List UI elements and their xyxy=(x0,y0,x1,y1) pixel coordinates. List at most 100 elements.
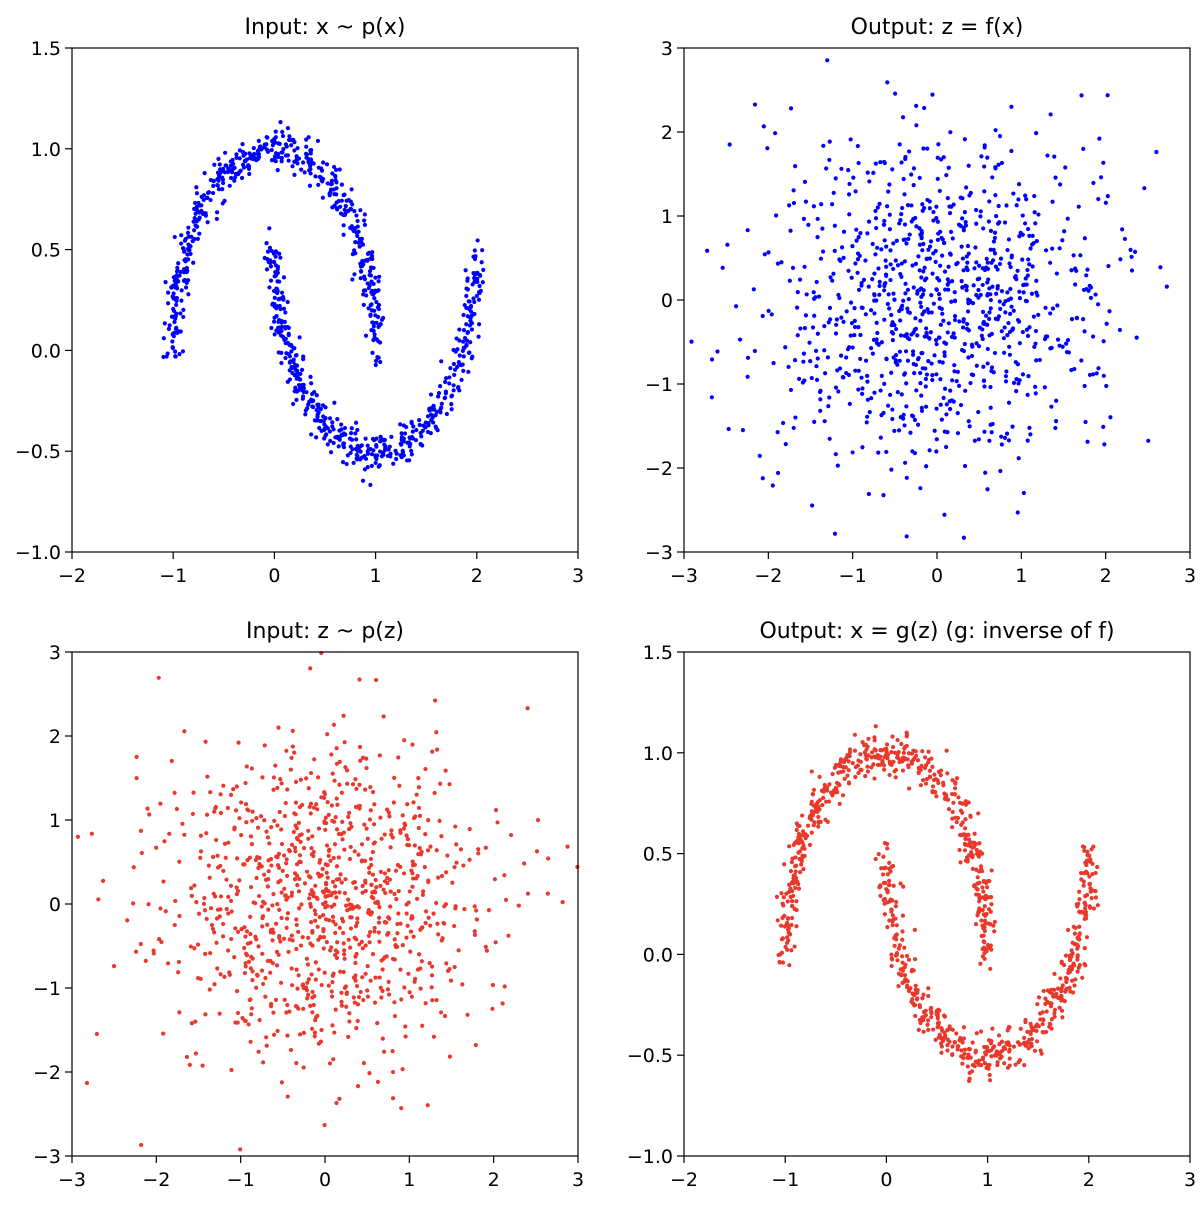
scatter-point xyxy=(795,838,800,843)
scatter-point xyxy=(876,450,881,455)
scatter-point xyxy=(1101,160,1106,165)
scatter-point xyxy=(333,922,338,927)
scatter-point xyxy=(1052,1011,1057,1016)
scatter-point xyxy=(425,848,431,853)
scatter-point xyxy=(889,467,894,472)
scatter-point xyxy=(961,1025,967,1030)
scatter-point xyxy=(894,923,899,928)
scatter-point xyxy=(414,792,419,797)
scatter-point xyxy=(273,151,279,156)
scatter-point xyxy=(992,230,998,235)
scatter-point xyxy=(251,900,256,905)
scatter-point xyxy=(878,435,883,440)
scatter-point xyxy=(1017,234,1022,239)
scatter-point xyxy=(785,927,791,932)
scatter-point xyxy=(1030,264,1035,269)
scatter-point xyxy=(1008,311,1013,316)
scatter-point xyxy=(309,920,314,925)
scatter-point xyxy=(1002,1061,1007,1066)
chart-title: Output: z = f(x) xyxy=(851,15,1024,40)
scatter-point xyxy=(321,934,327,940)
scatter-point xyxy=(984,1049,989,1054)
scatter-point xyxy=(365,994,370,999)
scatter-point xyxy=(1082,236,1087,241)
scatter-point xyxy=(525,706,530,711)
scatter-point xyxy=(890,734,895,739)
scatter-point xyxy=(946,287,951,292)
scatter-point xyxy=(1008,286,1013,292)
scatter-point xyxy=(133,949,139,954)
scatter-point xyxy=(909,751,915,756)
scatter-point xyxy=(234,152,239,157)
scatter-point xyxy=(275,823,280,828)
scatter-point xyxy=(1051,994,1056,999)
scatter-point xyxy=(885,403,891,408)
scatter-point xyxy=(966,419,971,424)
scatter-point xyxy=(1018,1026,1023,1031)
scatter-point xyxy=(889,312,894,318)
scatter-point xyxy=(790,893,796,899)
scatter-point xyxy=(546,856,551,861)
scatter-point xyxy=(248,885,254,890)
scatter-point xyxy=(381,887,386,892)
scatter-point xyxy=(214,916,220,921)
scatter-point xyxy=(460,982,465,987)
scatter-point xyxy=(436,394,441,399)
scatter-point xyxy=(285,340,291,346)
scatter-point xyxy=(910,991,915,996)
scatter-point xyxy=(1039,1051,1044,1056)
scatter-point xyxy=(878,388,883,393)
scatter-point xyxy=(392,1000,397,1005)
scatter-point xyxy=(366,447,371,452)
scatter-point xyxy=(904,953,910,959)
scatter-point xyxy=(996,203,1001,209)
scatter-point xyxy=(344,903,349,908)
scatter-point xyxy=(965,321,970,327)
scatter-point xyxy=(1053,419,1059,424)
scatter-point xyxy=(1069,317,1075,322)
scatter-point xyxy=(991,923,996,928)
scatter-point xyxy=(193,1051,199,1056)
scatter-point xyxy=(228,883,234,888)
scatter-point xyxy=(439,1010,444,1015)
scatter-point xyxy=(825,58,830,63)
scatter-point xyxy=(199,203,204,208)
scatter-point xyxy=(1003,374,1009,379)
scatter-point xyxy=(154,845,159,850)
scatter-point xyxy=(279,150,284,155)
scatter-point xyxy=(271,1010,276,1015)
scatter-point xyxy=(1075,957,1080,962)
scatter-point xyxy=(367,269,373,274)
scatter-point xyxy=(963,283,968,288)
scatter-point xyxy=(348,926,354,931)
scatter-point xyxy=(292,140,297,145)
scatter-point xyxy=(966,837,972,842)
scatter-point xyxy=(1128,247,1133,252)
scatter-point xyxy=(194,900,199,905)
scatter-point xyxy=(1076,204,1081,209)
x-tick-label: 2 xyxy=(488,1169,500,1191)
scatter-point xyxy=(1033,384,1038,389)
scatter-point xyxy=(950,1052,955,1057)
scatter-point xyxy=(131,901,136,906)
scatter-point xyxy=(960,820,965,825)
scatter-point xyxy=(314,435,319,440)
scatter-point xyxy=(1095,903,1100,908)
scatter-point xyxy=(174,269,180,274)
scatter-point xyxy=(855,257,861,262)
scatter-point xyxy=(179,288,184,293)
scatter-point xyxy=(810,503,815,508)
scatter-point xyxy=(806,222,811,227)
scatter-point xyxy=(368,482,373,487)
scatter-point xyxy=(367,929,373,935)
scatter-point xyxy=(1025,392,1030,397)
scatter-point xyxy=(368,856,374,862)
scatter-point xyxy=(987,438,992,443)
scatter-point xyxy=(1049,1026,1054,1031)
scatter-point xyxy=(262,743,267,748)
scatter-point xyxy=(372,332,377,337)
scatter-point xyxy=(377,753,382,758)
scatter-point xyxy=(1102,442,1107,447)
scatter-point xyxy=(215,170,221,175)
scatter-point xyxy=(427,961,432,966)
